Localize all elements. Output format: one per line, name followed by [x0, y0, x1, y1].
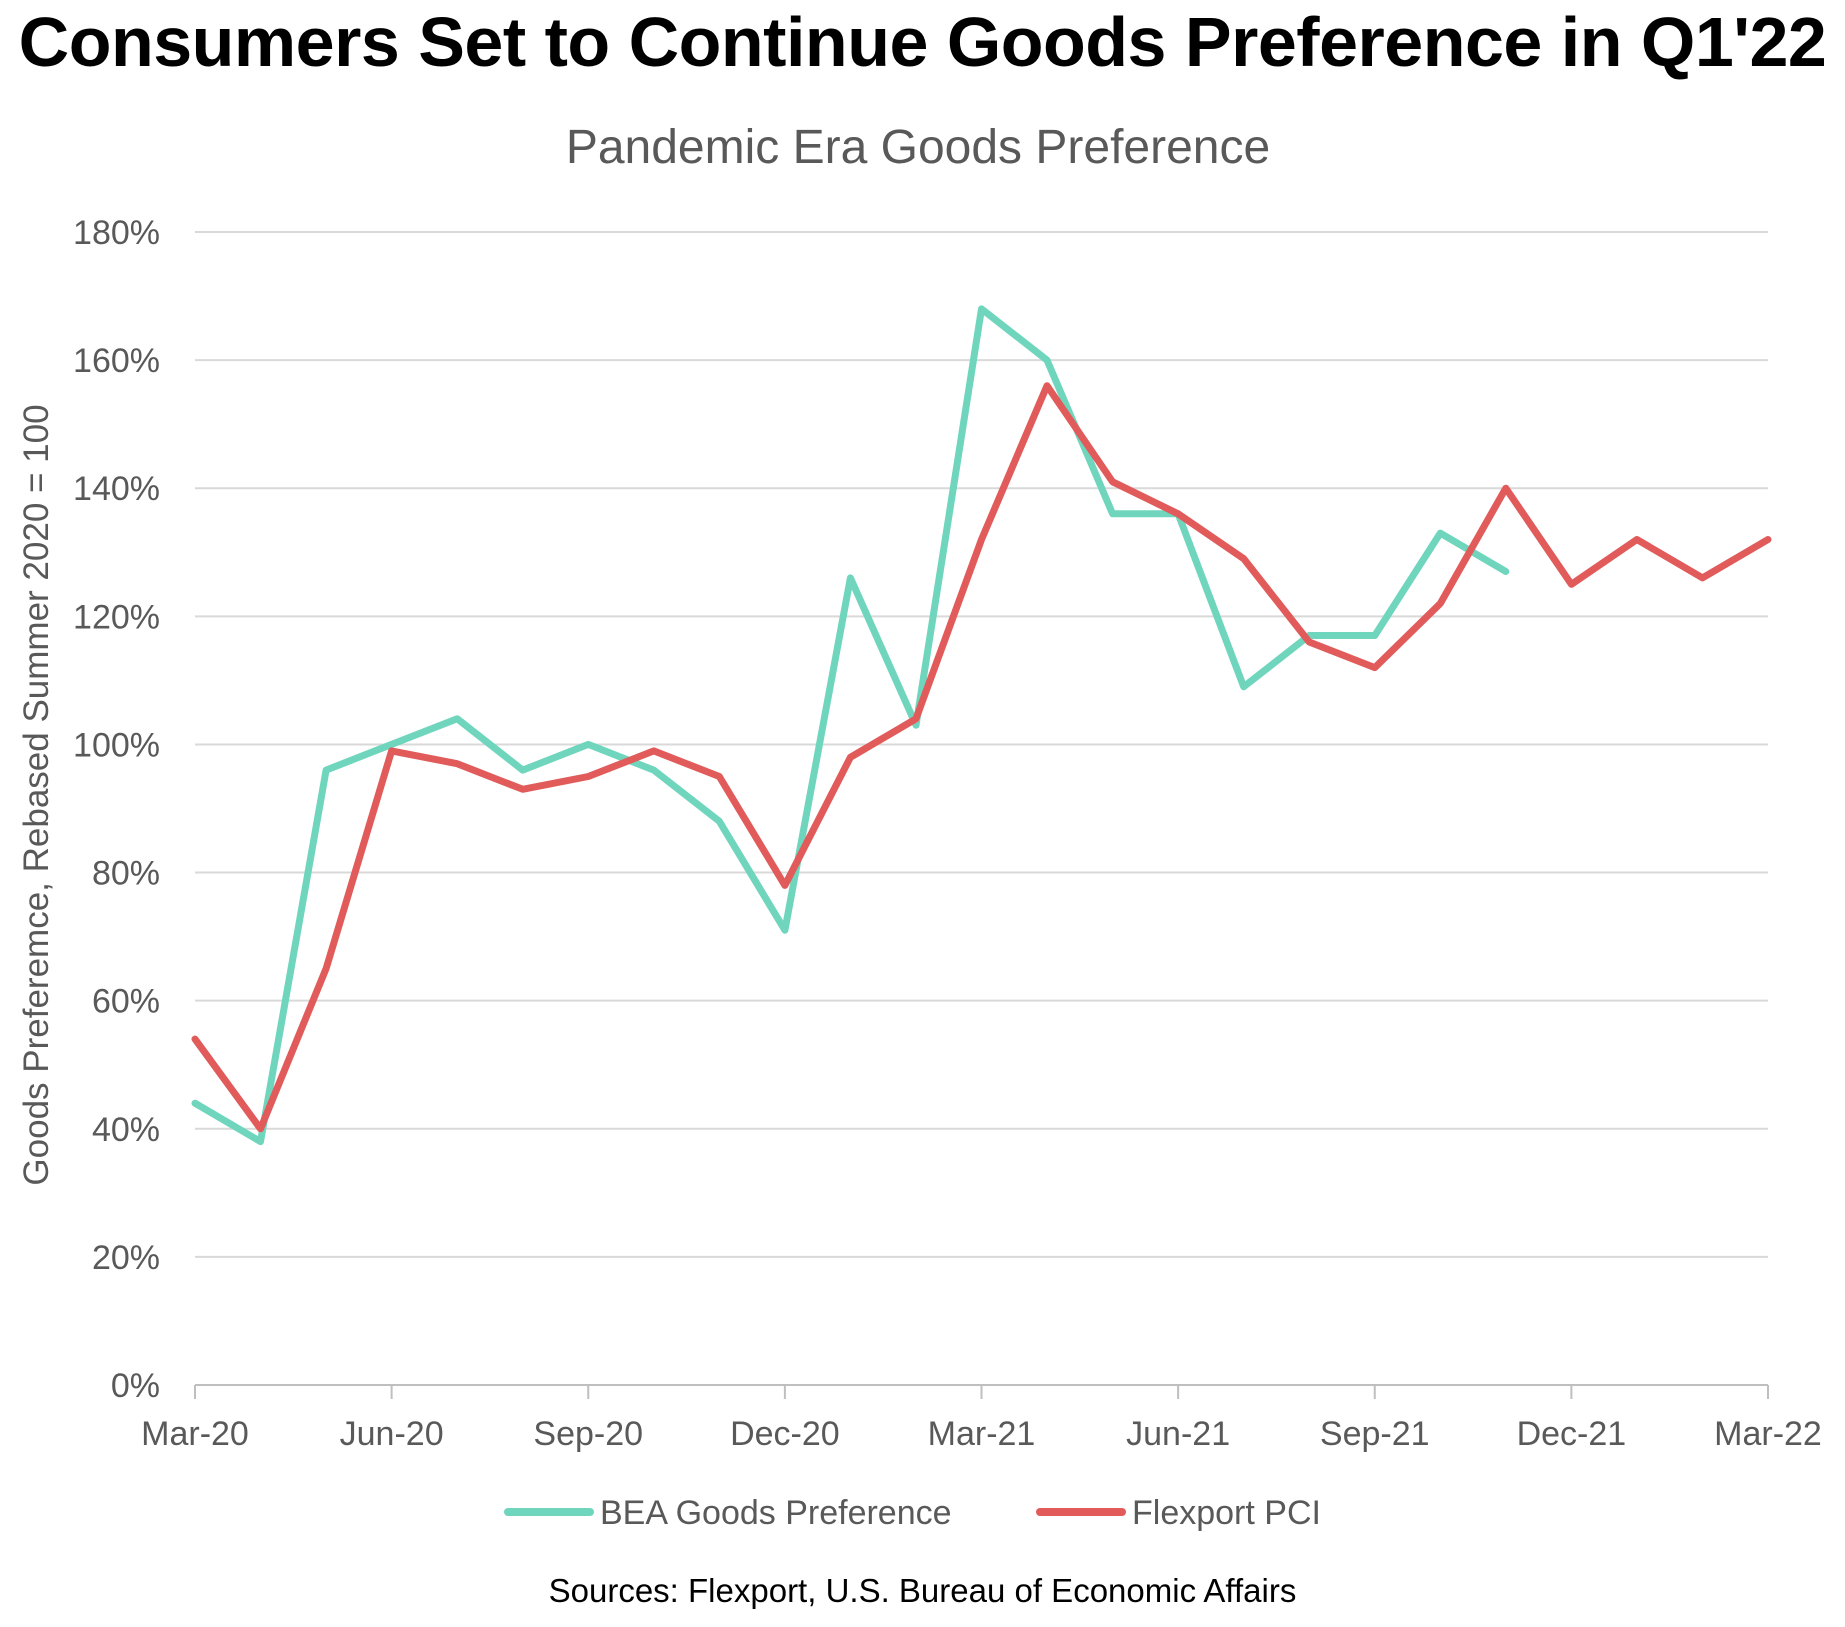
x-tick-label: Jun-21 — [1126, 1415, 1230, 1453]
x-tick-label: Jun-20 — [340, 1415, 444, 1453]
x-tick-label: Mar-20 — [141, 1415, 249, 1453]
x-tick-label: Dec-20 — [730, 1415, 840, 1453]
y-tick-label: 80% — [92, 855, 160, 893]
gridlines — [195, 231, 1768, 1258]
y-tick-label: 140% — [73, 470, 160, 508]
y-tick-label: 60% — [92, 983, 160, 1021]
x-tick-label: Sep-21 — [1320, 1415, 1430, 1453]
x-tick-label: Dec-21 — [1517, 1415, 1627, 1453]
series-lines — [191, 305, 1772, 1146]
axes — [194, 1384, 1769, 1399]
y-tick-label: 20% — [92, 1239, 160, 1277]
y-tick-label: 40% — [92, 1111, 160, 1149]
y-tick-label: 160% — [73, 342, 160, 380]
x-tick-label: Mar-22 — [1714, 1415, 1822, 1453]
x-tick-label: Sep-20 — [533, 1415, 643, 1453]
y-tick-label: 120% — [73, 598, 160, 636]
y-tick-labels: 0% 20% 40% 60% 80% 100% 120% 140% 160% 180% — [73, 214, 160, 1405]
y-axis-label: Goods Preferemce, Rebased Summer 2020 = … — [17, 404, 56, 1185]
source-note: Sources: Flexport, U.S. Bureau of Econom… — [548, 1572, 1297, 1609]
legend: BEA Goods Preference Flexport PCI — [504, 1494, 1321, 1532]
series-line-0 — [191, 305, 1510, 1146]
legend-label-0: BEA Goods Preference — [600, 1494, 952, 1532]
x-tick-label: Mar-21 — [928, 1415, 1036, 1453]
y-tick-label: 100% — [73, 726, 160, 764]
x-tick-labels: Mar-20 Jun-20 Sep-20 Dec-20 Mar-21 Jun-21 Sep-… — [141, 1415, 1822, 1453]
headline: Consumers Set to Continue Goods Preferen… — [18, 3, 1827, 81]
y-tick-label: 180% — [73, 214, 160, 252]
y-tick-label: 0% — [111, 1367, 160, 1405]
legend-label-1: Flexport PCI — [1132, 1494, 1321, 1532]
chart-title: Pandemic Era Goods Preference — [566, 121, 1270, 174]
series-line-1 — [191, 382, 1772, 1133]
